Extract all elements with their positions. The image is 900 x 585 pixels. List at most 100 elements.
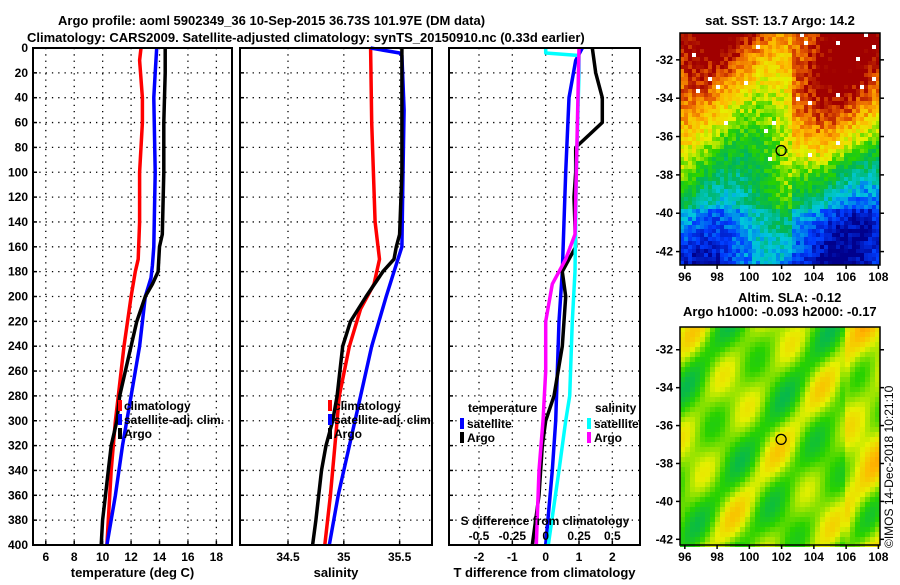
- map-cell: [680, 73, 684, 77]
- map-cell: [765, 457, 770, 462]
- map-cell: [704, 241, 708, 245]
- map-cell: [816, 241, 820, 245]
- map-cell: [795, 467, 800, 472]
- map-cell: [795, 372, 800, 377]
- map-cell: [692, 53, 696, 57]
- map-cell: [700, 537, 705, 542]
- map-cell: [680, 65, 684, 69]
- lat-tick-label: -42: [656, 245, 674, 259]
- map-cell: [684, 117, 688, 121]
- map-cell: [840, 447, 845, 452]
- map-cell: [770, 387, 775, 392]
- map-cell: [684, 173, 688, 177]
- map-cell: [776, 73, 780, 77]
- map-cell: [780, 347, 785, 352]
- map-cell: [780, 332, 785, 337]
- map-cell: [788, 225, 792, 229]
- map-cell: [765, 397, 770, 402]
- map-cell: [795, 537, 800, 542]
- map-cell: [688, 205, 692, 209]
- map-cell: [840, 41, 844, 45]
- map-cell: [768, 165, 772, 169]
- map-cell: [705, 492, 710, 497]
- map-cell: [680, 121, 684, 125]
- map-cell: [830, 462, 835, 467]
- map-cell: [865, 537, 870, 542]
- map-cell: [724, 33, 728, 37]
- map-cell: [868, 57, 872, 61]
- map-cell: [844, 69, 848, 73]
- map-cell: [876, 57, 880, 61]
- map-cell: [740, 197, 744, 201]
- map-cell: [860, 402, 865, 407]
- map-cell: [712, 249, 716, 253]
- map-cell: [784, 129, 788, 133]
- map-cell: [856, 217, 860, 221]
- map-cell: [745, 387, 750, 392]
- map-cell: [680, 57, 684, 61]
- x-tick-label: 14: [153, 550, 167, 564]
- map-cell: [876, 77, 880, 81]
- map-cell: [716, 249, 720, 253]
- map-cell: [840, 233, 844, 237]
- map-cell: [850, 427, 855, 432]
- map-cell: [704, 229, 708, 233]
- map-cell: [712, 97, 716, 101]
- map-cell: [780, 225, 784, 229]
- map-cell: [780, 407, 785, 412]
- map-cell: [868, 177, 872, 181]
- map-cell: [860, 377, 865, 382]
- map-cell: [768, 201, 772, 205]
- map-cell: [788, 137, 792, 141]
- map-cell: [755, 447, 760, 452]
- map-cell: [780, 527, 785, 532]
- map-cell: [815, 432, 820, 437]
- map-cell: [736, 185, 740, 189]
- map-cell: [792, 245, 796, 249]
- map-cell: [692, 261, 696, 265]
- map-cell: [820, 327, 825, 332]
- map-cell: [820, 367, 825, 372]
- map-cell: [845, 397, 850, 402]
- map-cell: [725, 452, 730, 457]
- map-cell: [875, 497, 880, 502]
- map-cell: [728, 125, 732, 129]
- map-cell: [690, 532, 695, 537]
- map-cell: [772, 193, 776, 197]
- map-cell: [772, 181, 776, 185]
- map-cell: [795, 337, 800, 342]
- map-cell: [732, 77, 736, 81]
- legend-swatch: [587, 418, 591, 429]
- map-cell: [748, 193, 752, 197]
- map-cell: [696, 117, 700, 121]
- map-cell: [760, 61, 764, 65]
- map-cell: [785, 482, 790, 487]
- map-cell: [790, 432, 795, 437]
- map-cell: [808, 109, 812, 113]
- map-cell: [870, 487, 875, 492]
- map-cell: [872, 33, 876, 37]
- map-cell: [710, 492, 715, 497]
- map-cell: [744, 161, 748, 165]
- map-cell: [772, 173, 776, 177]
- map-cell: [788, 181, 792, 185]
- map-cell: [812, 181, 816, 185]
- map-cell: [820, 377, 825, 382]
- map-cell: [745, 462, 750, 467]
- map-cell: [800, 372, 805, 377]
- map-cell: [760, 145, 764, 149]
- map-cell: [724, 245, 728, 249]
- map-cell: [760, 169, 764, 173]
- panel-frame: [239, 47, 433, 546]
- map-cell: [772, 185, 776, 189]
- map-cell: [692, 61, 696, 65]
- map-cell: [815, 422, 820, 427]
- map-cell: [780, 517, 785, 522]
- map-cell: [745, 512, 750, 517]
- map-cell: [824, 173, 828, 177]
- map-cell: [840, 342, 845, 347]
- map-cell: [688, 85, 692, 89]
- map-cell: [816, 49, 820, 53]
- map-cell: [800, 157, 804, 161]
- map-cell: [840, 213, 844, 217]
